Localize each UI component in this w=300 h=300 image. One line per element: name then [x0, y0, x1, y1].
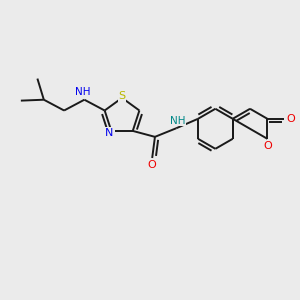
- Text: NH: NH: [170, 116, 185, 126]
- Text: O: O: [286, 114, 295, 124]
- Text: S: S: [118, 92, 126, 101]
- Text: O: O: [264, 141, 272, 151]
- Text: O: O: [147, 160, 156, 170]
- Text: NH: NH: [76, 87, 91, 97]
- Text: N: N: [105, 128, 114, 138]
